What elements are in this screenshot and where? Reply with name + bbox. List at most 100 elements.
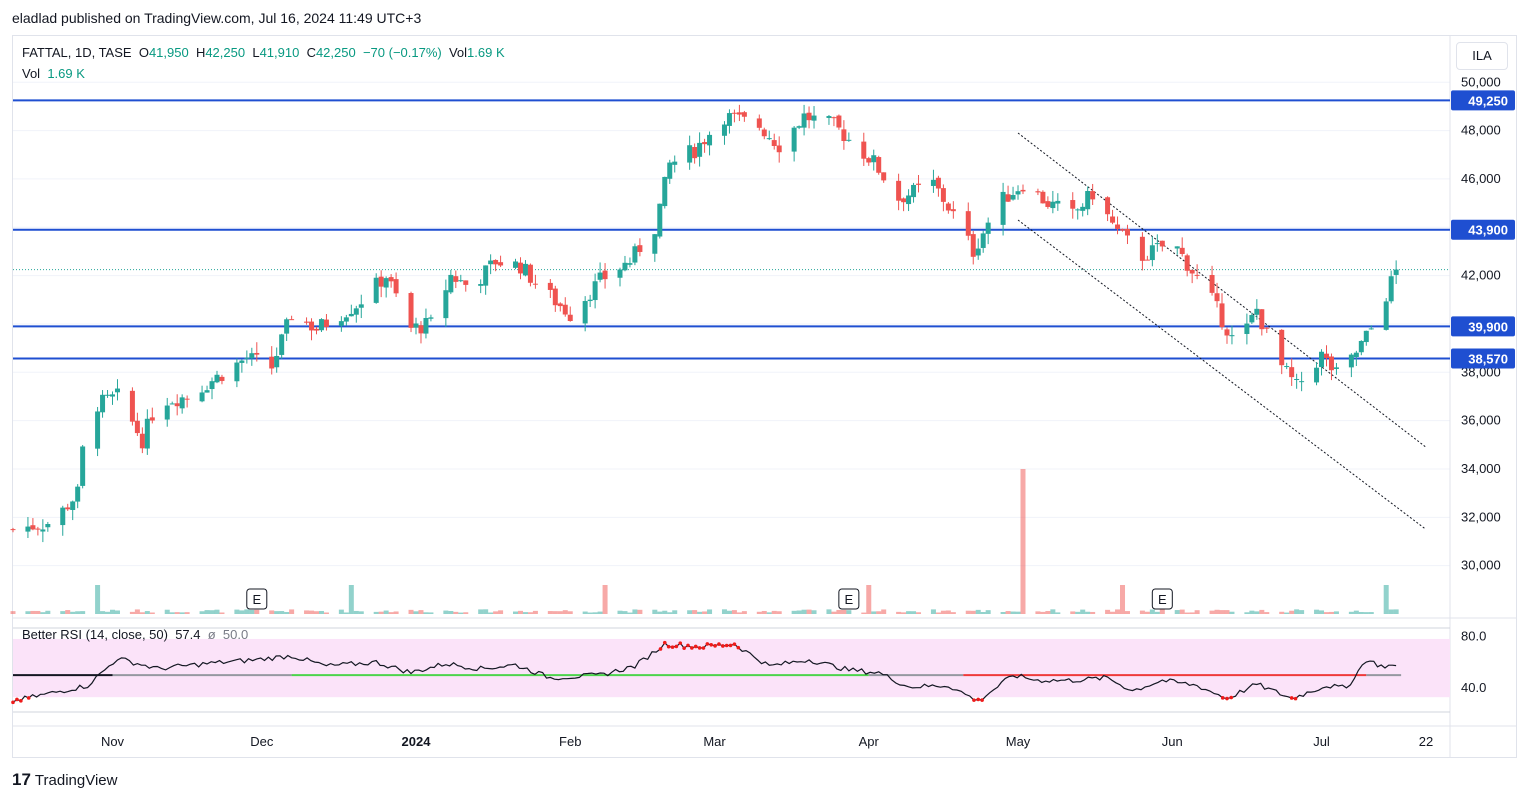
volume-bar <box>453 611 459 614</box>
rsi-overbought-mark <box>693 644 698 649</box>
high-label: H <box>195 45 206 60</box>
candle-body <box>562 304 568 315</box>
high-value: 42,250 <box>205 45 246 60</box>
candle-body <box>30 525 36 530</box>
candle-body <box>199 392 205 402</box>
candle-body <box>1005 194 1011 202</box>
rsi-overbought-mark <box>736 645 741 650</box>
candle-body <box>741 112 747 117</box>
rsi-overbought-mark <box>678 641 683 645</box>
x-tick-label: Mar <box>703 734 726 749</box>
volume-bar <box>269 610 275 614</box>
candle-body <box>970 234 976 257</box>
candle-body <box>756 118 762 128</box>
candle-body <box>60 507 66 526</box>
volume-bar <box>1249 610 1255 614</box>
rsi-overbought-mark <box>732 642 737 646</box>
volume-bar <box>871 611 877 614</box>
x-tick-label: Nov <box>101 734 125 749</box>
vol-label: Vol <box>448 45 468 60</box>
candle-body <box>866 158 872 163</box>
volume-bar <box>687 610 693 614</box>
volume-bar <box>408 609 414 614</box>
volume-bar <box>756 611 762 614</box>
currency-button[interactable]: ILA <box>1456 42 1508 70</box>
rsi-overbought-mark <box>717 642 721 646</box>
volume-bar <box>1279 611 1285 614</box>
candle-body <box>284 319 290 334</box>
volume-bar <box>557 611 563 614</box>
volume-bar <box>965 610 971 614</box>
rsi-overbought-mark <box>709 642 714 647</box>
candle-body <box>388 277 394 282</box>
candle-body <box>1149 245 1155 261</box>
rsi-overbought-mark <box>658 647 663 651</box>
candle-body <box>1363 330 1369 343</box>
volume-bar <box>274 611 280 614</box>
candle-body <box>393 279 399 294</box>
candle-body <box>1388 276 1394 302</box>
volume-bar <box>567 611 573 614</box>
volume-bar <box>766 612 772 614</box>
level-price-label: 39,900 <box>1468 319 1508 334</box>
symbol-label[interactable]: FATTAL, 1D, TASE <box>22 45 132 60</box>
earnings-marker[interactable]: E <box>246 588 268 610</box>
candle-body <box>1299 381 1305 383</box>
rsi-overbought-mark <box>724 643 729 648</box>
rsi-overbought-mark <box>701 646 706 650</box>
candle-body <box>796 126 802 128</box>
level-price-label: 38,570 <box>1468 352 1508 367</box>
volume-bar <box>582 611 588 614</box>
earnings-marker[interactable]: E <box>838 588 860 610</box>
tradingview-logo[interactable]: 17 TradingView <box>12 770 117 790</box>
volume-bar <box>353 610 359 614</box>
volume-bar <box>1328 611 1334 614</box>
candle-body <box>25 526 31 532</box>
candle-body <box>702 142 708 145</box>
volume-bar <box>1115 609 1121 614</box>
volume-bar <box>45 610 51 614</box>
candle-body <box>617 269 623 278</box>
candle-body <box>498 262 504 266</box>
candle-body <box>513 261 519 268</box>
volume-bar <box>488 612 494 614</box>
volume-bar <box>304 610 310 614</box>
candle-body <box>1080 206 1086 211</box>
candle-body <box>841 129 847 142</box>
candle-body <box>876 157 882 173</box>
volume-bar <box>129 611 135 614</box>
earnings-marker-label: E <box>845 592 854 607</box>
level-price-label: 49,250 <box>1468 93 1508 108</box>
candle-body <box>408 293 414 328</box>
volume-bar <box>149 612 155 614</box>
candle-body <box>1010 195 1016 200</box>
rsi-oversold-mark <box>1293 696 1298 701</box>
candle-body <box>139 433 145 449</box>
volume-legend-label[interactable]: Vol <box>22 66 41 81</box>
x-tick-label: May <box>1006 734 1031 749</box>
candle-body <box>169 403 175 405</box>
volume-bar <box>483 609 489 614</box>
volume-bar <box>1174 610 1180 614</box>
volume-bar <box>1229 611 1235 614</box>
rsi-oversold-mark <box>15 697 19 702</box>
volume-bar <box>1149 609 1155 614</box>
candle-body <box>289 319 295 321</box>
candle-body <box>592 281 598 301</box>
volume-bar <box>284 612 290 614</box>
volume-bar <box>930 609 936 614</box>
candle-body <box>1254 308 1260 315</box>
volume-bar <box>901 612 907 614</box>
y-tick-label: 36,000 <box>1461 413 1501 428</box>
y-tick-label: 30,000 <box>1461 558 1501 573</box>
rsi-name[interactable]: Better RSI (14, close, 50) <box>22 627 168 642</box>
candle-body <box>896 180 902 201</box>
volume-bar <box>632 609 638 614</box>
volume-bar <box>105 611 111 614</box>
earnings-marker[interactable]: E <box>1151 588 1173 610</box>
candle-body <box>657 203 663 237</box>
candle-body <box>1244 323 1250 334</box>
x-tick-label: 22 <box>1419 734 1433 749</box>
rsi-oversold-mark <box>19 699 23 703</box>
